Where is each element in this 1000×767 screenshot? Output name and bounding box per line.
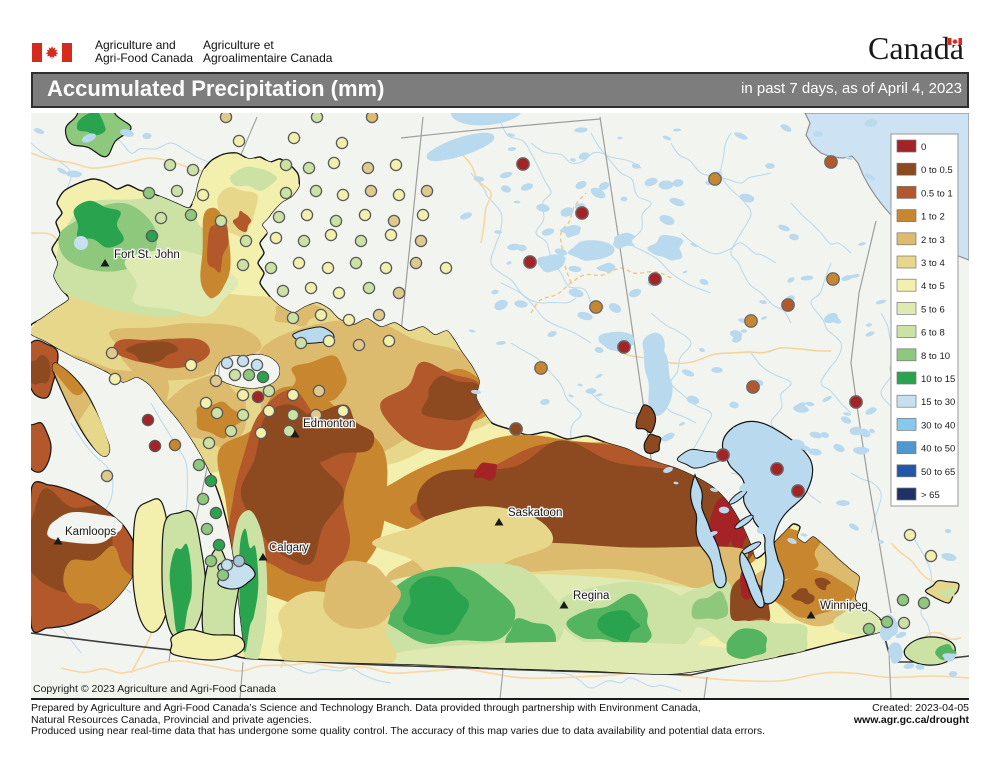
svg-text:15 to 30: 15 to 30 [921, 397, 955, 408]
svg-text:10 to 15: 10 to 15 [921, 374, 955, 385]
svg-text:50 to 65: 50 to 65 [921, 467, 955, 478]
svg-text:6 to 8: 6 to 8 [921, 328, 945, 339]
svg-text:Canada: Canada [868, 30, 964, 64]
svg-text:Kamloops: Kamloops [65, 526, 116, 538]
svg-text:Saskatoon: Saskatoon [508, 507, 562, 519]
svg-text:> 65: > 65 [921, 490, 940, 501]
svg-text:2 to 3: 2 to 3 [921, 235, 945, 246]
svg-text:0: 0 [921, 142, 926, 153]
svg-text:3 to 4: 3 to 4 [921, 258, 945, 269]
svg-text:1 to 2: 1 to 2 [921, 212, 945, 223]
svg-text:0.5 to 1: 0.5 to 1 [921, 188, 953, 199]
svg-text:0 to 0.5: 0 to 0.5 [921, 165, 953, 176]
svg-text:Edmonton: Edmonton [303, 418, 355, 430]
svg-text:40 to 50: 40 to 50 [921, 444, 955, 455]
svg-text:8 to 10: 8 to 10 [921, 351, 950, 362]
svg-text:Calgary: Calgary [269, 542, 309, 554]
svg-text:4 to 5: 4 to 5 [921, 281, 945, 292]
svg-text:Winnipeg: Winnipeg [820, 600, 868, 612]
svg-text:Regina: Regina [573, 590, 610, 602]
svg-text:Copyright © 2023 Agriculture a: Copyright © 2023 Agriculture and Agri-Fo… [33, 683, 276, 695]
svg-text:30 to 40: 30 to 40 [921, 420, 955, 431]
svg-text:5 to 6: 5 to 6 [921, 304, 945, 315]
svg-text:Fort St. John: Fort St. John [114, 249, 180, 261]
